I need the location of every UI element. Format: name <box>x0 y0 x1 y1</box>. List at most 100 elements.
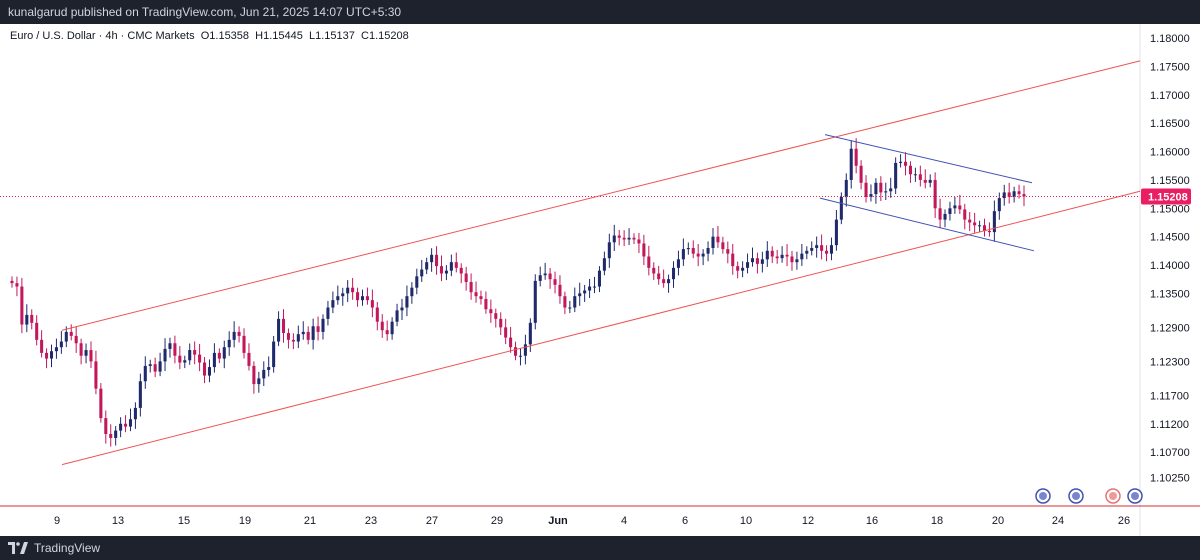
candle-bear <box>351 287 355 293</box>
candle-bull <box>227 339 231 348</box>
candle-bear <box>637 239 641 244</box>
candle-bull <box>805 250 809 254</box>
candle-bull <box>997 198 1001 212</box>
candle-bear <box>469 282 473 293</box>
channel-upper-line[interactable] <box>61 60 1141 331</box>
price-tick-label: 1.16500 <box>1150 118 1190 130</box>
candle-bear <box>859 165 863 183</box>
symbol-legend: Euro / U.S. Dollar · 4h · CMC Markets O1… <box>10 30 409 42</box>
candle-bear <box>696 253 700 257</box>
candle-bull <box>163 348 167 362</box>
candle-bear <box>45 352 49 359</box>
candle-bull <box>676 259 680 268</box>
candle-bear <box>825 250 829 254</box>
candle-bull <box>607 242 611 259</box>
candle-bull <box>810 247 814 251</box>
candle-bull <box>953 205 957 209</box>
candle-bear <box>662 279 666 284</box>
candle-bear <box>217 352 221 359</box>
candle-bull <box>449 262 453 271</box>
candle-bear <box>474 292 478 297</box>
candle-bear <box>558 284 562 297</box>
candle-bear <box>1022 194 1026 197</box>
candle-bear <box>879 182 883 193</box>
last-price-badge <box>1141 188 1191 205</box>
candle-bear <box>982 225 987 231</box>
price-tick-label: 1.16000 <box>1150 147 1190 159</box>
candle-bear <box>622 237 626 240</box>
candle-bull <box>889 188 893 192</box>
candle-bear <box>178 355 182 363</box>
candle-bear <box>15 283 19 287</box>
candle-bear <box>973 222 977 226</box>
candle-bear <box>484 299 488 310</box>
candle-bear <box>854 148 858 166</box>
candle-bull <box>59 341 63 348</box>
candle-bull <box>119 423 123 431</box>
candle-bear <box>721 242 725 250</box>
candle-bull <box>114 430 118 438</box>
candle-bear <box>963 209 967 220</box>
candle-bear <box>987 230 991 233</box>
candle-bull <box>84 350 88 356</box>
candle-bear <box>509 337 513 348</box>
candle-bull <box>346 287 350 294</box>
candle-bull <box>760 259 764 264</box>
candle-bull <box>588 286 592 291</box>
candle-bull <box>1012 191 1016 197</box>
candle-bull <box>795 259 799 263</box>
candle-bull <box>627 237 631 240</box>
candle-bear <box>958 205 962 210</box>
symbol-title: Euro / U.S. Dollar · 4h · CMC Markets <box>10 30 195 42</box>
time-tick-label: 16 <box>866 515 878 527</box>
tradingview-logo-icon[interactable] <box>8 542 28 554</box>
candle-bull <box>711 236 715 248</box>
price-tick-label: 1.14000 <box>1150 260 1190 272</box>
price-tick-label: 1.12300 <box>1150 356 1190 368</box>
candle-bull <box>765 250 769 260</box>
economic-event-icon-inner <box>1039 492 1047 500</box>
candle-bear <box>385 330 389 335</box>
candle-bear <box>69 331 73 336</box>
candle-bear <box>755 258 759 264</box>
footer-bar: TradingView <box>0 536 1200 560</box>
price-tick-label: 1.15000 <box>1150 203 1190 215</box>
candle-bull <box>844 179 848 197</box>
candle-bear <box>864 182 868 197</box>
price-tick-label: 1.11700 <box>1150 390 1189 402</box>
candle-bull <box>913 174 917 176</box>
ohlc-open: O1.15358 <box>200 30 250 42</box>
candle-bull <box>148 364 152 366</box>
flag-lower-line[interactable] <box>819 197 1035 252</box>
candle-bull <box>948 208 952 214</box>
candle-bear <box>439 266 444 274</box>
candle-bull <box>207 367 211 376</box>
candle-bull <box>602 258 606 271</box>
candle-bull <box>612 235 616 243</box>
candle-bull <box>311 326 315 340</box>
candle-bear <box>918 174 922 180</box>
candle-bull <box>741 267 745 271</box>
candle-bear <box>736 266 740 271</box>
candle-bear <box>242 335 246 353</box>
candle-bull <box>578 293 582 297</box>
candle-bull <box>701 253 705 257</box>
candlestick-chart[interactable]: 1.18000 1.17500 1.17000 1.16500 1.16000 1.155… <box>0 24 1200 536</box>
candle-bear <box>237 331 241 336</box>
candle-bear <box>553 279 557 285</box>
candle-bear <box>716 236 720 243</box>
candle-bear <box>435 254 439 267</box>
time-tick-label: 10 <box>740 515 752 527</box>
candle-bull <box>528 322 532 345</box>
candle-bull <box>390 321 394 335</box>
economic-event-icon-inner <box>1072 492 1080 500</box>
candle-bull <box>133 407 137 420</box>
channel-lower-line[interactable] <box>61 190 1141 466</box>
candle-bull <box>232 331 236 340</box>
price-tick-label: 1.11200 <box>1150 419 1189 431</box>
candle-bull <box>405 296 409 308</box>
candle-bear <box>74 335 78 344</box>
candle-bull <box>262 369 266 379</box>
chart-frame[interactable]: 1.18000 1.17500 1.17000 1.16500 1.16000 1.155… <box>0 24 1200 536</box>
flag-upper-line[interactable] <box>824 134 1033 184</box>
